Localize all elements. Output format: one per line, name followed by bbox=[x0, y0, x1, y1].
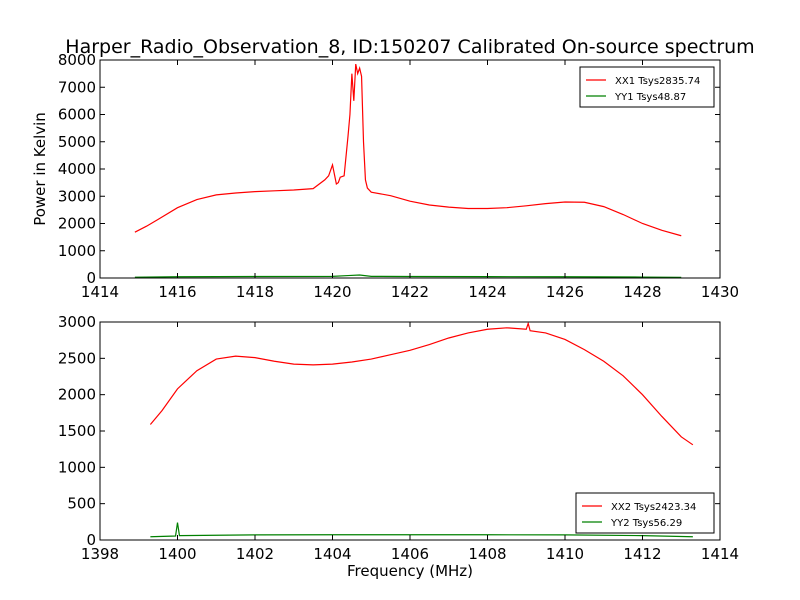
x-tick-label: 1424 bbox=[468, 283, 506, 301]
legend-box bbox=[579, 66, 715, 108]
series-line-2-2 bbox=[150, 522, 693, 538]
x-tick-label: 1418 bbox=[236, 283, 274, 301]
y-tick-label: 2500 bbox=[58, 349, 96, 367]
x-tick-label: 1416 bbox=[158, 283, 196, 301]
y-tick-label: 1000 bbox=[58, 458, 96, 476]
y-tick-label: 1500 bbox=[58, 422, 96, 440]
legend-label: XX1 Tsys2835.74 bbox=[615, 76, 700, 87]
legend-label: YY2 Tsys56.29 bbox=[610, 518, 682, 529]
plots: 1414 1416 1418 1420 1422 1424 1426 1428 1430 0 100… bbox=[58, 51, 739, 563]
x-tick-label: 1406 bbox=[391, 545, 429, 563]
legend-2: XX2 Tsys2423.34 YY2 Tsys56.29 bbox=[575, 492, 715, 534]
x-tick-label: 1398 bbox=[81, 545, 119, 563]
y-tick-label: 1000 bbox=[58, 242, 96, 260]
y-tick-label: 0 bbox=[86, 269, 96, 287]
x-tick-label: 1404 bbox=[313, 545, 351, 563]
y-tick-label: 3000 bbox=[58, 313, 96, 331]
y-tick-label: 2000 bbox=[58, 215, 96, 233]
series-line-1-2 bbox=[134, 274, 682, 278]
legend-label: XX2 Tsys2423.34 bbox=[611, 502, 696, 513]
chart-title: Harper_Radio_Observation_8, ID:150207 Ca… bbox=[65, 36, 754, 58]
y-tick-label: 3000 bbox=[58, 187, 96, 205]
y-tick-label: 0 bbox=[86, 531, 96, 549]
y-tick-label: 5000 bbox=[58, 133, 96, 151]
series-line-1-1 bbox=[134, 63, 682, 237]
x-tick-label: 1430 bbox=[701, 283, 739, 301]
y-tick-label: 7000 bbox=[58, 78, 96, 96]
y-tick-label: 2000 bbox=[58, 386, 96, 404]
x-tick-label: 1426 bbox=[546, 283, 584, 301]
x-tick-label: 1410 bbox=[546, 545, 584, 563]
y-axis-label: Power in Kelvin bbox=[31, 112, 49, 226]
y-tick-label: 4000 bbox=[58, 160, 96, 178]
subplot-1: 1414 1416 1418 1420 1422 1424 1426 1428 1430 0 100… bbox=[58, 51, 739, 301]
x-tick-label: 1408 bbox=[468, 545, 506, 563]
subplot-2: 1398 1400 1402 1404 1406 1408 1410 1412 1414 0 500… bbox=[58, 313, 739, 563]
series-line-2-1 bbox=[149, 322, 694, 446]
x-tick-label: 1422 bbox=[391, 283, 429, 301]
x-tick-label: 1402 bbox=[236, 545, 274, 563]
legend-1: XX1 Tsys2835.74 YY1 Tsys48.87 bbox=[579, 66, 715, 108]
y-tick-label: 6000 bbox=[58, 106, 96, 124]
x-tick-label: 1414 bbox=[701, 545, 739, 563]
x-tick-label: 1428 bbox=[623, 283, 661, 301]
x-tick-label: 1400 bbox=[158, 545, 196, 563]
x-tick-label: 1412 bbox=[623, 545, 661, 563]
x-axis-label: Frequency (MHz) bbox=[347, 562, 473, 580]
y-tick-label: 500 bbox=[67, 495, 96, 513]
y-tick-label: 8000 bbox=[58, 51, 96, 69]
legend-box bbox=[575, 492, 715, 534]
x-tick-label: 1420 bbox=[313, 283, 351, 301]
legend-label: YY1 Tsys48.87 bbox=[614, 92, 686, 103]
x-tick-label: 1414 bbox=[81, 283, 119, 301]
